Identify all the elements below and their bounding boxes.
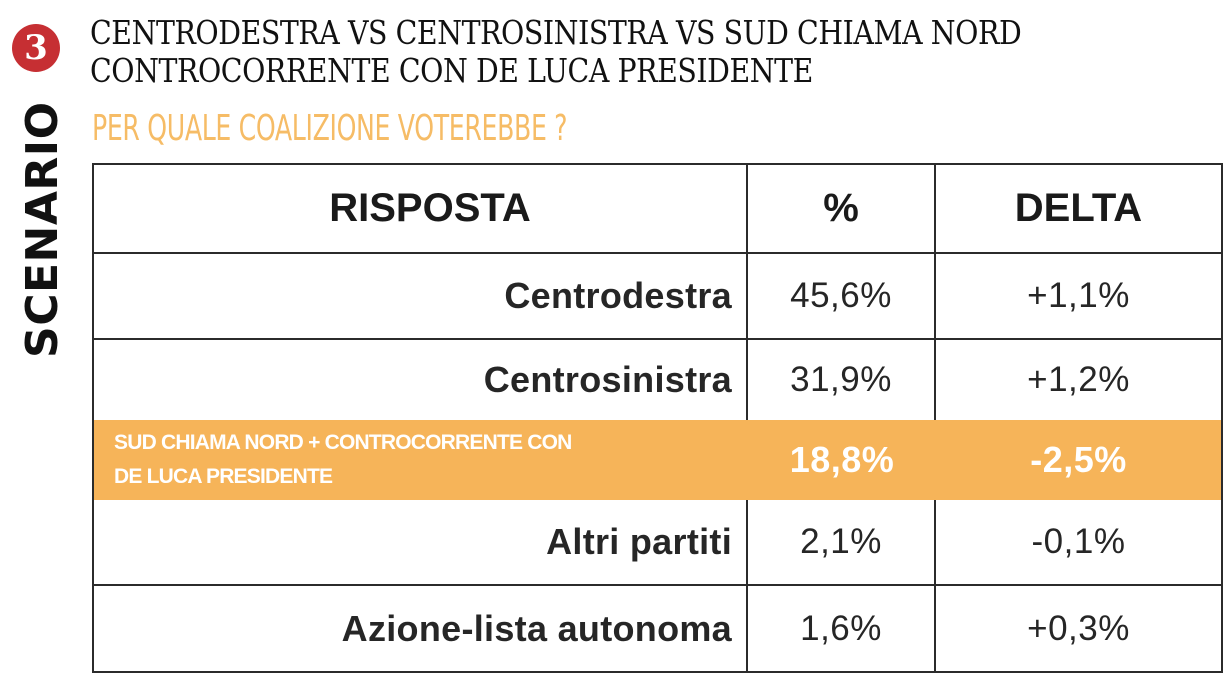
answer-cell: Azione-lista autonoma	[94, 586, 748, 671]
answer-cell: SUD CHIAMA NORD + CONTROCORRENTE CON DE …	[94, 420, 748, 500]
table-row: Centrosinistra 31,9% +1,2%	[94, 340, 1221, 420]
answer-cell: Centrodestra	[94, 254, 748, 338]
table-row: Azione-lista autonoma 1,6% +0,3%	[94, 586, 1221, 671]
table-row: Altri partiti 2,1% -0,1%	[94, 500, 1221, 586]
answer-line-2: DE LUCA PRESIDENTE	[114, 465, 333, 488]
table-header-row: RISPOSTA % DELTA	[94, 165, 1221, 254]
percent-cell: 1,6%	[748, 586, 936, 671]
answer-cell: Altri partiti	[94, 500, 748, 584]
percent-cell: 2,1%	[748, 500, 936, 584]
table-row-highlighted: SUD CHIAMA NORD + CONTROCORRENTE CON DE …	[94, 420, 1221, 500]
title-line-1: CENTRODESTRA VS CENTROSINISTRA VS SUD CH…	[90, 13, 1022, 52]
results-table: RISPOSTA % DELTA Centrodestra 45,6% +1,1…	[92, 163, 1223, 673]
chart-title: CENTRODESTRA VS CENTROSINISTRA VS SUD CH…	[90, 13, 1022, 90]
percent-cell: 31,9%	[748, 340, 936, 420]
answer-line-1: SUD CHIAMA NORD + CONTROCORRENTE CON	[114, 431, 572, 454]
table-row: Centrodestra 45,6% +1,1%	[94, 254, 1221, 340]
scenario-side-label: SCENARIO	[17, 101, 68, 358]
column-header-risposta: RISPOSTA	[94, 165, 748, 252]
column-header-percent: %	[748, 165, 936, 252]
delta-cell: +1,1%	[1027, 276, 1130, 315]
delta-cell: +0,3%	[1027, 608, 1130, 648]
scenario-number-badge: 3	[12, 24, 60, 72]
delta-cell: -2,5%	[1030, 439, 1127, 480]
percent-cell: 18,8%	[789, 439, 895, 480]
chart-subtitle: PER QUALE COALIZIONE VOTEREBBE ?	[92, 108, 568, 149]
column-header-delta: DELTA	[1014, 186, 1143, 230]
title-line-2: CONTROCORRENTE CON DE LUCA PRESIDENTE	[90, 51, 813, 90]
answer-cell: Centrosinistra	[94, 340, 748, 420]
delta-cell: -0,1%	[1031, 522, 1126, 561]
percent-cell: 45,6%	[748, 254, 936, 338]
delta-cell: +1,2%	[1027, 360, 1130, 399]
